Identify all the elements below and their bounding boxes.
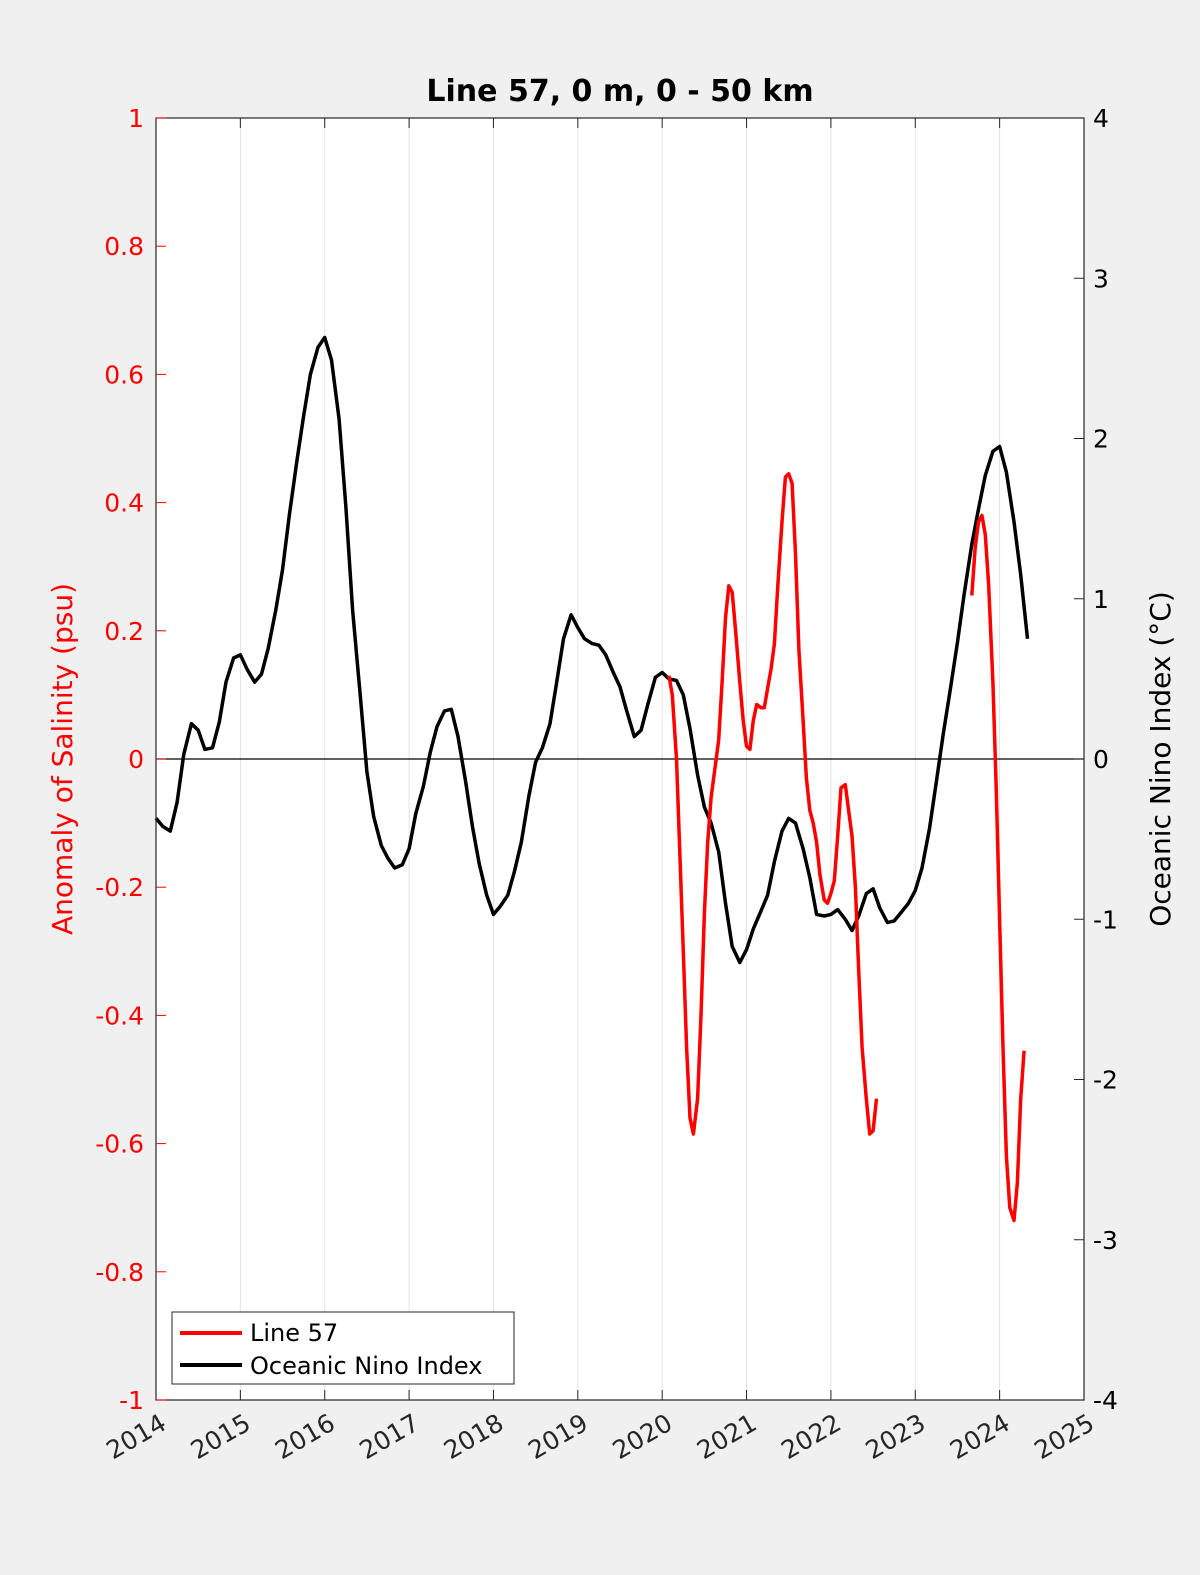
series-line-oni [154, 335, 1030, 965]
series-layer [154, 335, 1030, 1223]
y-left-tick-label: 0.4 [104, 489, 144, 518]
chart-title: Line 57, 0 m, 0 - 50 km [426, 74, 813, 109]
series-line-line57-segment-1 [667, 472, 879, 1136]
y-right-tick-label: 4 [1093, 104, 1109, 133]
y-left-tick-label: 0.6 [104, 360, 144, 389]
legend-label-oni: Oceanic Nino Index [250, 1352, 482, 1380]
legend-label-line57: Line 57 [250, 1319, 338, 1347]
y-right-tick-label: -2 [1093, 1066, 1118, 1095]
y-left-tick-label: 0 [128, 745, 144, 774]
legend: Line 57 Oceanic Nino Index [171, 1311, 515, 1385]
y-right-tick-label: -1 [1093, 905, 1118, 934]
y-right-tick-label: 3 [1093, 264, 1109, 293]
y-left-tick-label: 0.8 [104, 232, 144, 261]
y-left-tick-label: 1 [128, 104, 144, 133]
y-left-tick-label: -0.8 [95, 1258, 144, 1287]
y-right-tick-label: -4 [1093, 1386, 1118, 1415]
y-left-tick-label: 0.2 [104, 617, 144, 646]
y-right-tick-label: 2 [1093, 425, 1109, 454]
y-left-tick-label: -0.6 [95, 1130, 144, 1159]
y-right-tick-label: -3 [1093, 1226, 1118, 1255]
y-left-tick-label: -1 [119, 1386, 144, 1415]
series-line-line57-segment-2 [970, 513, 1026, 1223]
y-right-tick-label: 0 [1093, 745, 1109, 774]
y-axis-right-label: Oceanic Nino Index (°C) [1144, 591, 1177, 927]
y-right-tick-label: 1 [1093, 585, 1109, 614]
y-left-tick-label: -0.4 [95, 1001, 144, 1030]
legend-box [171, 1311, 515, 1385]
y-axis-left-label: Anomaly of Salinity (psu) [46, 583, 79, 935]
y-left-tick-label: -0.2 [95, 873, 144, 902]
